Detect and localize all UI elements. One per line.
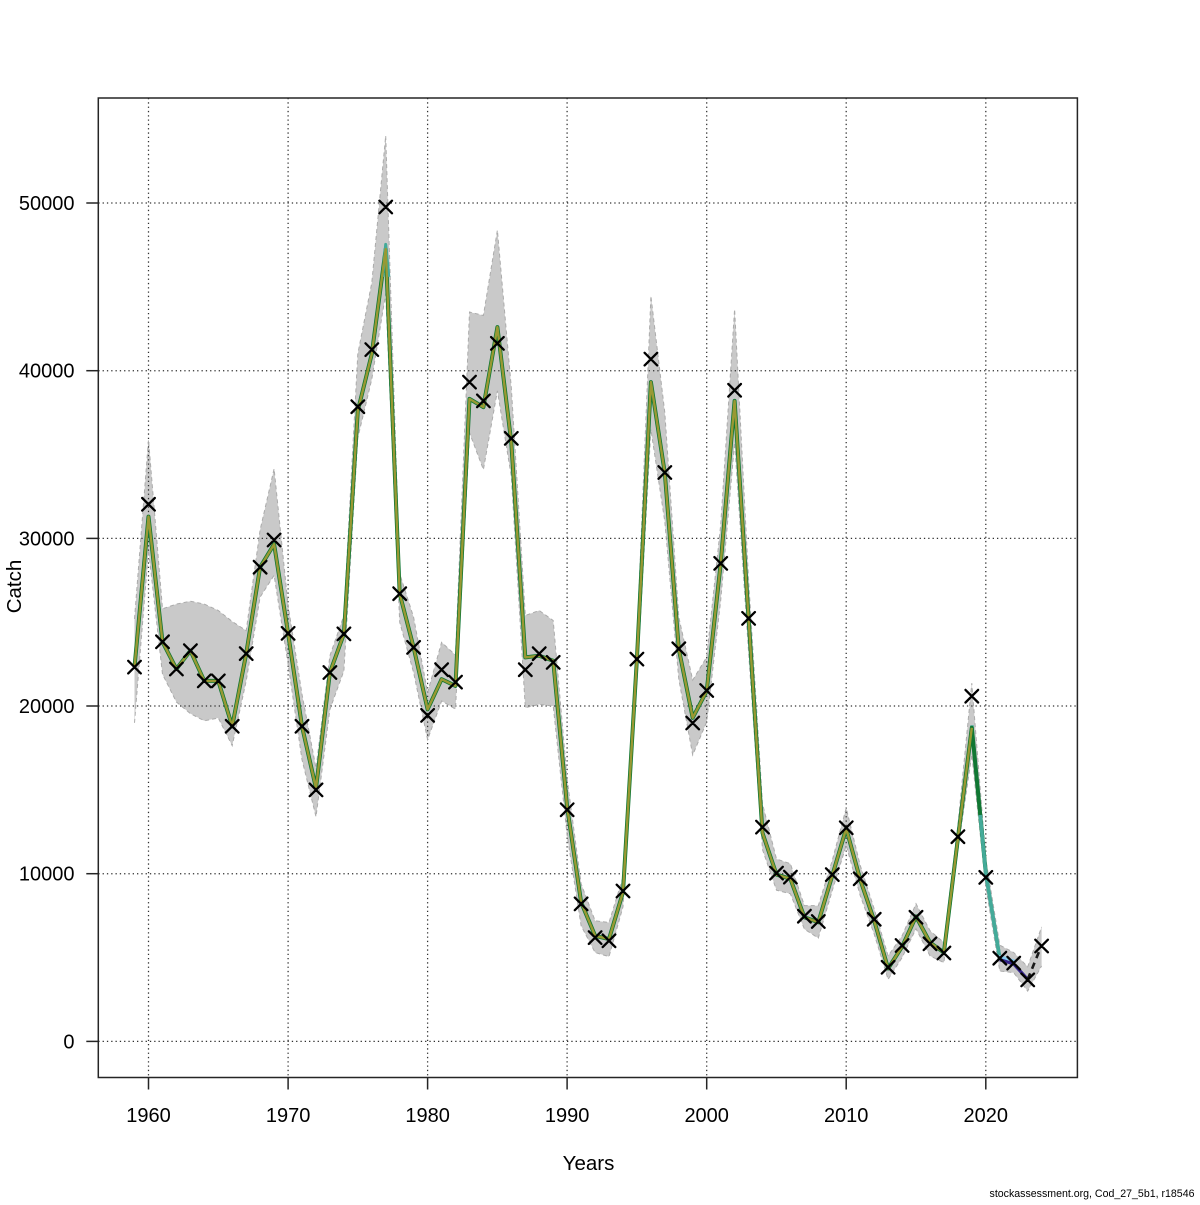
svg-text:stockassessment.org, Cod_27_5b: stockassessment.org, Cod_27_5b1, r18546 <box>990 1188 1195 1200</box>
svg-text:1980: 1980 <box>405 1105 450 1127</box>
svg-text:0: 0 <box>63 1031 74 1053</box>
svg-text:2000: 2000 <box>684 1105 729 1127</box>
svg-text:50000: 50000 <box>19 193 75 215</box>
svg-text:30000: 30000 <box>19 528 75 550</box>
svg-text:2020: 2020 <box>964 1105 1009 1127</box>
svg-text:1990: 1990 <box>545 1105 590 1127</box>
svg-text:20000: 20000 <box>19 696 75 718</box>
svg-text:1960: 1960 <box>126 1105 171 1127</box>
svg-text:40000: 40000 <box>19 361 75 383</box>
svg-text:Catch: Catch <box>3 560 26 614</box>
svg-text:Years: Years <box>563 1152 615 1175</box>
svg-text:1970: 1970 <box>266 1105 311 1127</box>
svg-text:10000: 10000 <box>19 864 75 886</box>
svg-text:2010: 2010 <box>824 1105 869 1127</box>
